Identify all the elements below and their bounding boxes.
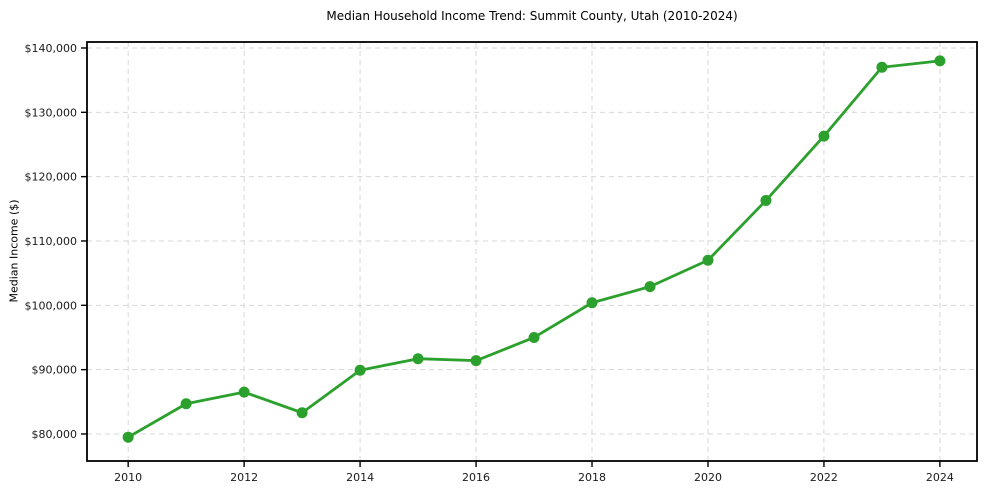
data-point-marker [354, 364, 366, 376]
data-point-marker [470, 355, 482, 367]
data-point-marker [934, 55, 946, 67]
x-tick-label: 2012 [230, 471, 258, 484]
data-point-marker [586, 297, 598, 309]
data-point-marker [644, 281, 656, 293]
data-point-marker [412, 353, 424, 365]
y-tick-label: $130,000 [25, 106, 78, 119]
data-point-marker [702, 254, 714, 266]
chart-title: Median Household Income Trend: Summit Co… [326, 9, 738, 23]
data-point-marker [296, 407, 308, 419]
x-tick-label: 2020 [694, 471, 722, 484]
x-tick-label: 2018 [578, 471, 606, 484]
data-point-marker [818, 130, 830, 142]
x-tick-label: 2024 [926, 471, 954, 484]
y-tick-label: $120,000 [25, 171, 78, 184]
data-point-marker [122, 431, 134, 443]
x-tick-label: 2022 [810, 471, 838, 484]
axes-spines [86, 41, 978, 462]
y-tick-label: $90,000 [32, 364, 78, 377]
x-tick-label: 2016 [462, 471, 490, 484]
x-tick-label: 2014 [346, 471, 374, 484]
y-tick-label: $140,000 [25, 42, 78, 55]
y-tick-label: $100,000 [25, 299, 78, 312]
data-point-marker [238, 386, 250, 398]
y-tick-label: $110,000 [25, 235, 78, 248]
data-point-marker [180, 398, 192, 410]
data-point-marker [528, 331, 540, 343]
x-tick-label: 2010 [114, 471, 142, 484]
trend-line [126, 59, 942, 439]
y-tick-label: $80,000 [32, 428, 78, 441]
data-point-marker [760, 194, 772, 206]
data-point-marker [876, 61, 888, 73]
